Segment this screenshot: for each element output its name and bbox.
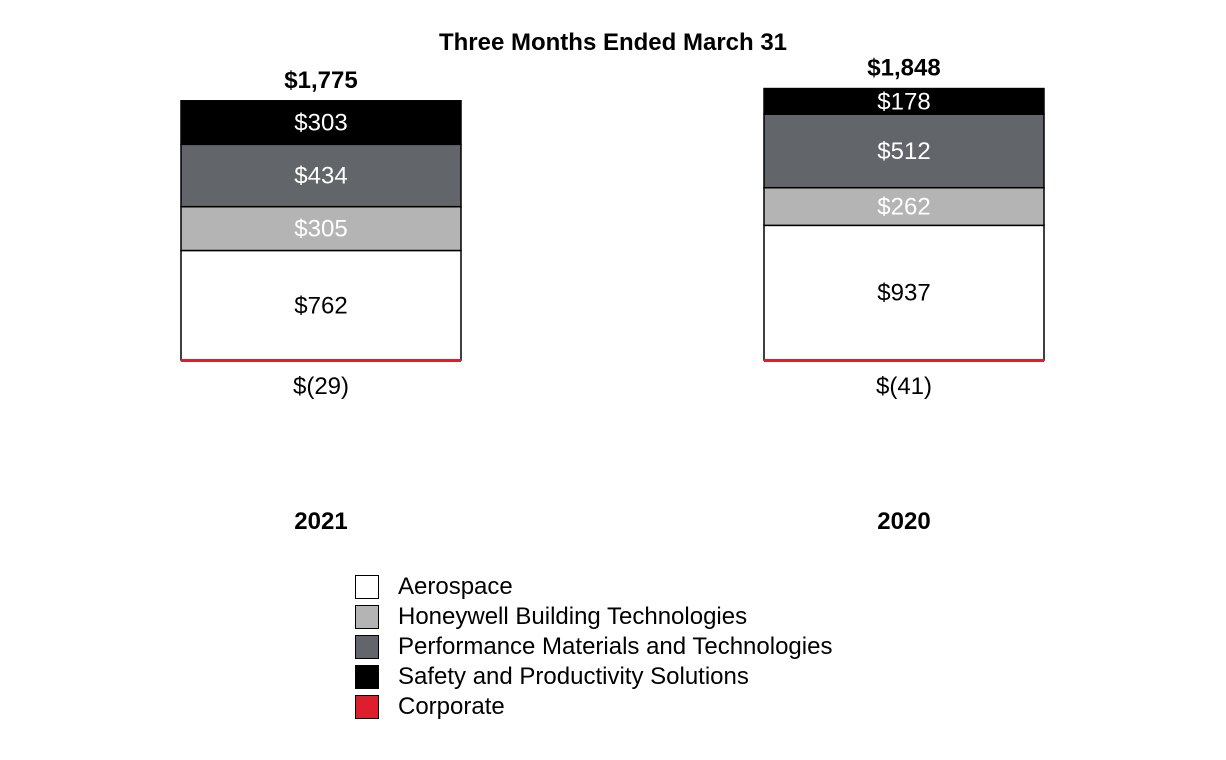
data-label-corporate-2020: $(41)	[876, 373, 932, 400]
data-label-aerospace-2021: $762	[294, 292, 347, 319]
data-label-honeywell-building-technologies-2021: $305	[294, 216, 347, 243]
legend-swatch-building-technologies	[355, 605, 379, 629]
legend-item-building-technologies: Honeywell Building Technologies	[355, 602, 832, 632]
category-label-2021: 2021	[294, 508, 347, 535]
data-label-honeywell-building-technologies-2020: $262	[877, 194, 930, 221]
total-label-2020: $1,848	[867, 55, 940, 82]
bar-corporate-2021	[181, 359, 461, 362]
data-label-safety-and-productivity-solutions-2020: $178	[877, 88, 930, 115]
legend-item-safety-productivity: Safety and Productivity Solutions	[355, 662, 832, 692]
bar-aerospace-2020	[763, 224, 1045, 361]
legend-item-performance-materials: Performance Materials and Technologies	[355, 632, 832, 662]
bar-honeywell-building-technologies-2020	[763, 186, 1045, 227]
legend-swatch-aerospace	[355, 575, 379, 599]
total-label-2021: $1,775	[284, 67, 357, 94]
chart-title: Three Months Ended March 31	[439, 29, 787, 56]
legend: Aerospace Honeywell Building Technologie…	[355, 572, 832, 722]
legend-label-building-technologies: Honeywell Building Technologies	[398, 603, 748, 630]
data-label-safety-and-productivity-solutions-2021: $303	[294, 110, 347, 137]
legend-label-safety-productivity: Safety and Productivity Solutions	[398, 663, 749, 690]
legend-item-corporate: Corporate	[355, 692, 832, 722]
bar-aerospace-2021	[180, 249, 462, 361]
category-label-2020: 2020	[877, 508, 930, 535]
legend-label-corporate: Corporate	[398, 693, 505, 720]
legend-item-aerospace: Aerospace	[355, 572, 832, 602]
data-label-aerospace-2020: $937	[877, 280, 930, 307]
legend-label-aerospace: Aerospace	[398, 573, 513, 600]
bar-safety-and-productivity-solutions-2021	[180, 100, 462, 146]
legend-swatch-safety-productivity	[355, 665, 379, 689]
legend-swatch-performance-materials	[355, 635, 379, 659]
bar-corporate-2020	[764, 359, 1044, 362]
legend-swatch-corporate	[355, 695, 379, 719]
bars-group: $762 $305 $434 $303 $(29) $1,775 2021 $937 $262 $…	[180, 55, 1045, 535]
bar-safety-and-productivity-solutions-2020	[763, 87, 1045, 115]
bar-performance-materials-and-technologies-2021	[180, 143, 462, 208]
data-label-corporate-2021: $(29)	[293, 373, 349, 400]
data-label-performance-materials-and-technologies-2021: $434	[294, 162, 347, 189]
legend-label-performance-materials: Performance Materials and Technologies	[398, 633, 833, 660]
bar-honeywell-building-technologies-2021	[180, 205, 462, 252]
data-label-performance-materials-and-technologies-2020: $512	[877, 138, 930, 165]
